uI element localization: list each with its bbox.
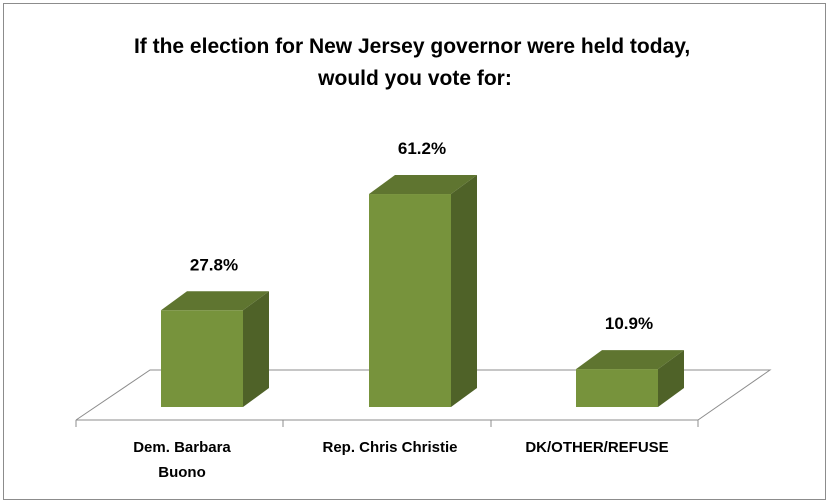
- bar-front-face: [161, 310, 243, 407]
- bar-chart: If the election for New Jersey governor …: [75, 35, 772, 481]
- bar-front-face: [576, 369, 658, 407]
- bar-top-face: [161, 291, 269, 311]
- bar-side-face: [451, 175, 477, 407]
- bar: [161, 291, 269, 407]
- category-label-line: Buono: [158, 464, 205, 481]
- data-label: 27.8%: [190, 255, 238, 274]
- bar: [369, 175, 477, 407]
- bar-top-face: [576, 350, 684, 370]
- category-label: Dem. Barbara Buono: [133, 439, 231, 481]
- category-label: Rep. Chris Christie: [322, 439, 457, 456]
- bar-side-face: [658, 350, 684, 407]
- data-label: 61.2%: [398, 139, 446, 158]
- bar-front-face: [369, 194, 451, 407]
- category-label-line: Rep. Chris Christie: [322, 439, 457, 456]
- bar-series: [161, 175, 684, 407]
- category-label: DK/OTHER/REFUSE: [525, 439, 668, 456]
- chart-frame: If the election for New Jersey governor …: [3, 3, 826, 500]
- bar: [576, 350, 684, 407]
- category-label-line: Dem. Barbara: [133, 439, 231, 456]
- bar-top-face: [369, 175, 477, 195]
- data-label: 10.9%: [605, 314, 653, 333]
- bar-side-face: [243, 291, 269, 407]
- chart-title-line-2: would you vote for:: [317, 67, 512, 90]
- chart-title: If the election for New Jersey governor …: [134, 35, 696, 90]
- category-axis-labels: Dem. Barbara Buono Rep. Chris Christie DK/O…: [133, 439, 668, 481]
- category-label-line: DK/OTHER/REFUSE: [525, 439, 668, 456]
- data-labels: 27.8% 61.2% 10.9%: [190, 139, 653, 333]
- chart-title-line-1: If the election for New Jersey governor …: [134, 35, 690, 58]
